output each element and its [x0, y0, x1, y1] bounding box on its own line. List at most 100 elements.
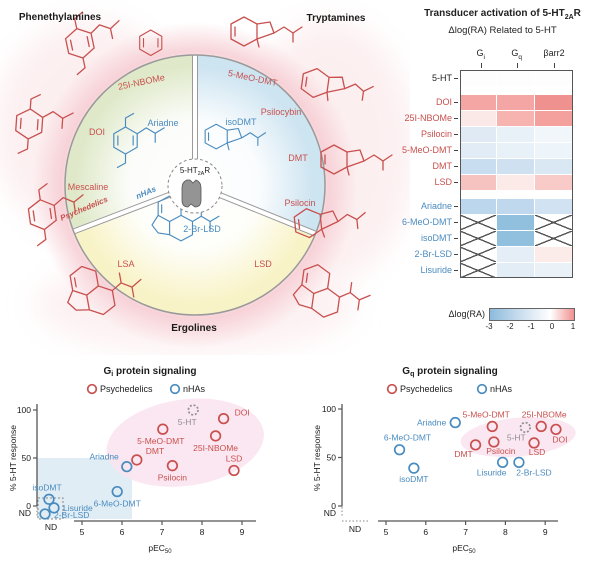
rim-label-lsa: LSA [117, 259, 134, 269]
heatmap-row-lsd: LSD [400, 174, 573, 190]
point-dmt [469, 439, 482, 451]
heatmap-row-label: isoDMT [421, 233, 452, 243]
heatmap-row-label: Psilocin [420, 129, 452, 139]
point-6-meo-dmt [111, 485, 123, 498]
heatmap-cell-psilocin-gq [497, 126, 534, 142]
heatmap-row-2-br-lsd: 2-Br-LSD [400, 246, 573, 262]
point-ariadne [449, 416, 461, 429]
point-5-meo-dmt [157, 423, 169, 435]
point-isodmt [408, 462, 420, 474]
heatmap-cell-lisuride-gi [459, 262, 497, 278]
y-tick-label-100: 100 [17, 405, 31, 415]
heatmap-cell-6-meo-dmt-gq [497, 214, 534, 230]
point-6-meo-dmt [393, 444, 406, 456]
point-2-br-lsd [39, 508, 51, 520]
heatmap-cell-25i-nbome-gi [459, 110, 497, 126]
point-label-5-meo-dmt: 5-MeO-DMT [463, 409, 510, 419]
point-lsd [528, 437, 540, 449]
point-label-dmt: DMT [454, 449, 472, 459]
x-tick-label-6: 6 [120, 527, 125, 537]
x-nd-box [37, 497, 64, 520]
heatmap-matrix: 5-HT DOI 25I-NBOMe Psilocin 5-MeO-DMT DMT LSD A… [400, 70, 573, 278]
y-axis-title: % 5-HT response [8, 425, 18, 491]
heatmap-cell-doi-βarr2 [534, 94, 572, 110]
gi-signaling-panel: Gi protein signaling Psychedelics nHAs 5 6 7 8… [8, 358, 296, 562]
point-psilocin [166, 460, 179, 472]
point-doi [217, 412, 230, 425]
header-ergolines: Ergolines [171, 323, 217, 334]
point-5-meo-dmt [486, 420, 498, 433]
legend-label-psychedelics: Psychedelics [400, 384, 453, 394]
point-label-5-ht: 5-HT [507, 432, 526, 442]
heatmap-cell-isodmt-gi [459, 230, 497, 246]
y-tick-label-0: 0 [26, 501, 31, 511]
heatmap-row-cells [459, 94, 572, 110]
x-axis-title: pEC50 [452, 543, 476, 555]
heatmap-row-cells [459, 214, 572, 230]
legend-marker-psychedelics [86, 383, 98, 395]
x-nd-label: ND [349, 524, 361, 534]
heatmap-cell-5-ht-gi [459, 70, 497, 86]
header-tryptamines: Tryptamines [307, 13, 366, 24]
colorbar [489, 308, 575, 321]
heatmap-cell-ariadne-gq [497, 198, 534, 214]
point-label-lisuride: Lisuride [63, 503, 93, 513]
heatmap-row-label: 2-Br-LSD [414, 249, 452, 259]
legend-label-nhas: nHAs [490, 384, 513, 394]
heatmap-row-tick [454, 126, 459, 142]
nha-region [37, 458, 132, 519]
heatmap-cell-isodmt-gq [497, 230, 534, 246]
x-tick-label-9: 9 [543, 527, 548, 537]
heatmap-title-prefix: Transducer activation of 5-HT [424, 8, 565, 19]
heatmap-row-25i-nbome: 25I-NBOMe [400, 110, 573, 126]
heatmap-cell-lsd-gi [459, 174, 497, 190]
rim-label-dmt: DMT [288, 153, 308, 163]
heatmap-row-label: Lisuride [420, 265, 452, 275]
point-label-25i-nbome: 25I-NBOMe [193, 443, 238, 453]
heatmap-row-tick [454, 158, 459, 174]
point-label-lisuride: Lisuride [477, 467, 507, 477]
point-lsd [228, 464, 240, 477]
heatmap-cell-lsd-βarr2 [534, 174, 572, 190]
heatmap-cell-5-meo-dmt-βarr2 [534, 142, 572, 158]
point-label-2-br-lsd: 2-Br-LSD [54, 510, 89, 520]
colorbar-tick-0: 0 [549, 322, 555, 331]
heatmap-subtitle: Δlog(RA) Related to 5-HT [448, 25, 557, 36]
heatmap-row-cells [459, 174, 572, 190]
point-label-5-meo-dmt: 5-MeO-DMT [137, 436, 184, 446]
heatmap-cell-lisuride-βarr2 [534, 262, 572, 278]
heatmap-row-psilocin: Psilocin [400, 126, 573, 142]
heatmap-cell-psilocin-βarr2 [534, 126, 572, 142]
heatmap-row-ariadne: Ariadne [400, 198, 573, 214]
x-tick-label-8: 8 [503, 527, 508, 537]
heatmap-title-sub: 2A [564, 14, 574, 21]
colorbar-label: Δlog(RA) [448, 309, 485, 319]
heatmap-row-doi: DOI [400, 94, 573, 110]
heatmap-row-6-meo-dmt: 6-MeO-DMT [400, 214, 573, 230]
psychedelic-region [106, 398, 264, 487]
heatmap-cell-5-meo-dmt-gq [497, 142, 534, 158]
heatmap-row-label: DOI [435, 97, 452, 107]
gq-signaling-panel: Gq protein signaling Psychedelics nHAs 5 6 7 8… [306, 358, 594, 562]
heatmap-row-label: DMT [432, 161, 453, 171]
heatmap-row-tick [454, 246, 459, 262]
heatmap-cell-lisuride-gq [497, 262, 534, 278]
heatmap-cell-doi-gi [459, 94, 497, 110]
wheel-outline [64, 54, 326, 316]
point-25i-nbome [209, 430, 222, 442]
heatmap-row-label: LSD [434, 177, 452, 187]
inner-label-2-br-lsd: 2-Br-LSD [183, 224, 221, 234]
x-tick-label-5: 5 [80, 527, 85, 537]
rim-label-psilocin: Psilocin [284, 198, 315, 208]
receptor-icon [181, 179, 202, 208]
heatmap-cell-5-ht-βarr2 [534, 70, 572, 86]
point-label-isodmt: isoDMT [32, 482, 61, 492]
heatmap-row-cells [459, 262, 572, 278]
heatmap-panel: Transducer activation of 5-HT2AR Δlog(RA… [400, 0, 600, 355]
point-label-lsd: LSD [226, 453, 243, 463]
heatmap-row-tick [454, 214, 459, 230]
plot-title: Gi protein signaling [103, 366, 196, 378]
heatmap-row-dmt: DMT [400, 158, 573, 174]
colorbar-tick--3: -3 [485, 322, 493, 331]
legend-marker-nhas [476, 383, 488, 395]
